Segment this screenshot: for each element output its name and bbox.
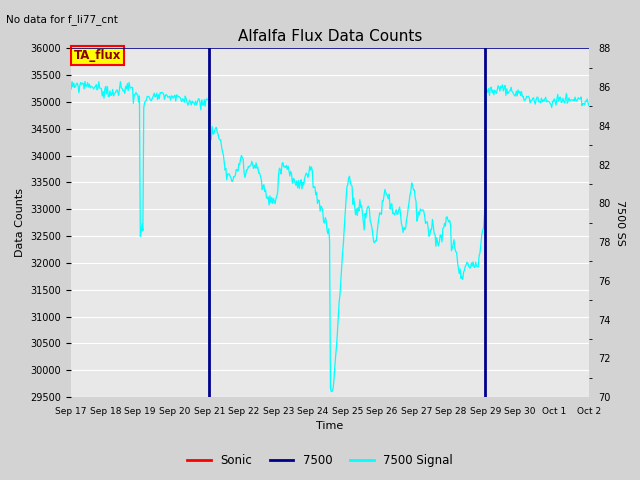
Text: TA_flux: TA_flux xyxy=(74,49,121,62)
Y-axis label: 7500 SS: 7500 SS xyxy=(615,200,625,246)
Text: No data for f_li77_cnt: No data for f_li77_cnt xyxy=(6,14,118,25)
Title: Alfalfa Flux Data Counts: Alfalfa Flux Data Counts xyxy=(238,29,422,44)
Y-axis label: Data Counts: Data Counts xyxy=(15,188,25,257)
Legend: Sonic, 7500, 7500 Signal: Sonic, 7500, 7500 Signal xyxy=(182,449,458,472)
X-axis label: Time: Time xyxy=(316,421,344,432)
